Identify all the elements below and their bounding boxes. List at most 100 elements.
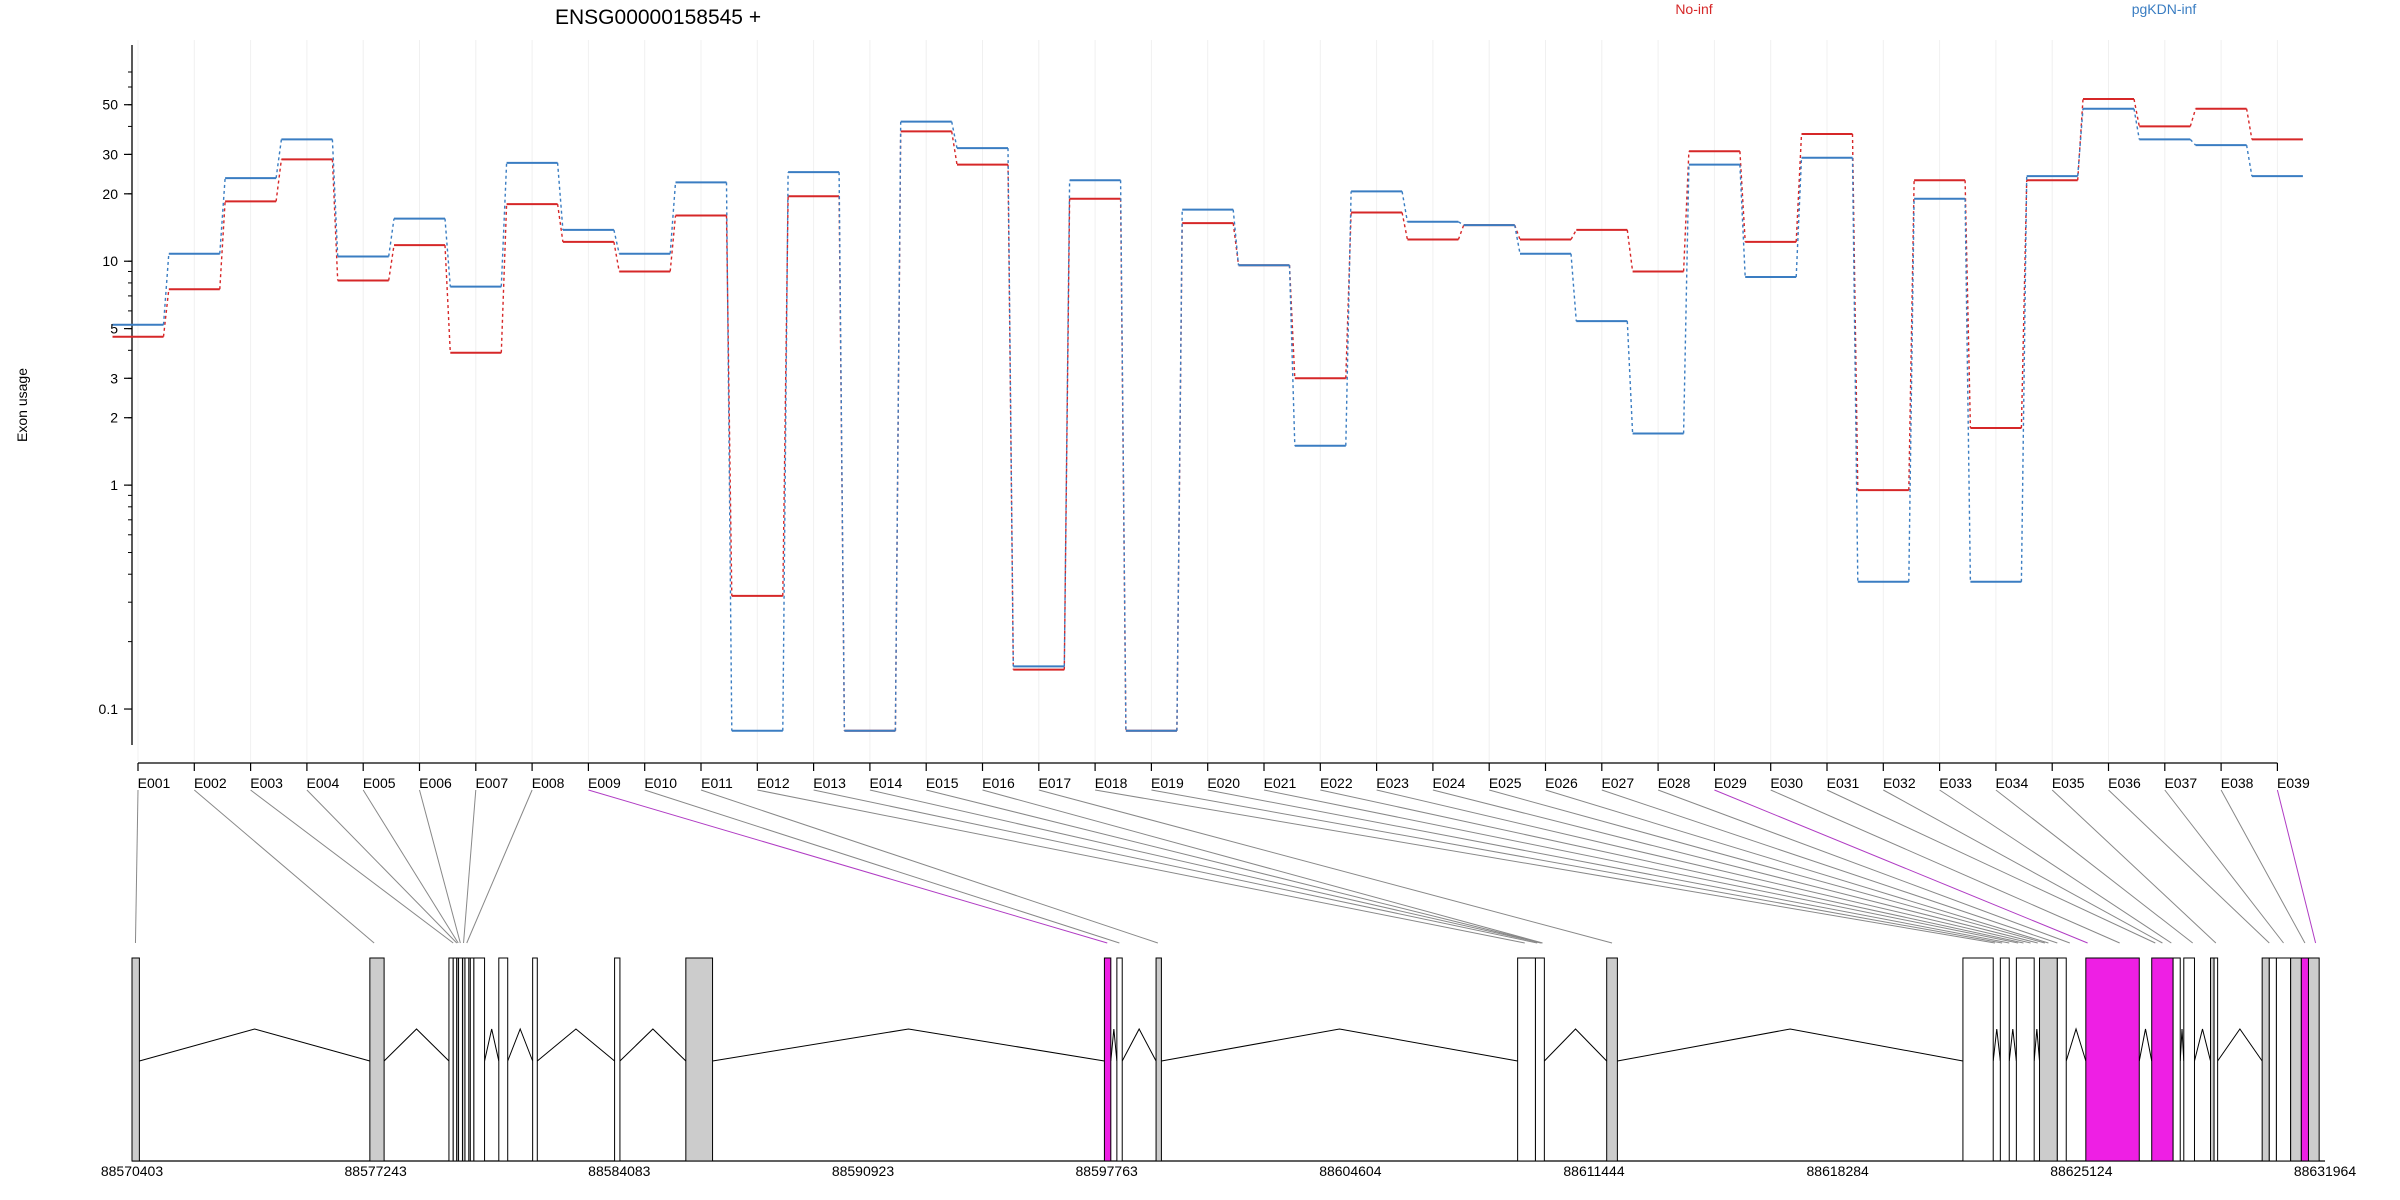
exon-box-2	[369, 957, 385, 1162]
series-pgkdn-inf-connector	[1176, 209, 1183, 731]
connector-E019	[1151, 789, 2003, 944]
x-tick-label-E001: E001	[138, 775, 171, 791]
connector-E036	[2108, 789, 2270, 944]
series-pgkdn-inf-connector	[556, 162, 564, 230]
series-no-inf-connector	[1401, 212, 1409, 240]
gene-model: 88570403 88577243 88584083 88590923 88597763…	[101, 957, 2356, 1179]
intron-line	[2008, 1028, 2017, 1062]
exon-box-30	[2183, 957, 2195, 1162]
connector-E020	[1207, 789, 2010, 944]
exon-box-13	[532, 957, 538, 1162]
connector-E012	[757, 789, 1525, 944]
series-pgkdn-inf-connector	[613, 229, 620, 254]
intron-line	[2217, 1028, 2263, 1062]
connector-E001	[134, 789, 139, 944]
series-no-inf-connector	[1739, 151, 1746, 242]
x-tick-label-E034: E034	[1996, 775, 2029, 791]
series-no-inf-connector	[2189, 108, 2197, 127]
series-pgkdn-inf-connector	[219, 178, 226, 254]
genome-coordinate-88597763: 88597763	[1076, 1163, 1139, 1179]
intron-line	[2193, 1028, 2211, 1062]
x-tick-label-E027: E027	[1601, 775, 1634, 791]
series-no-inf-connector	[894, 131, 902, 731]
x-tick-label-E028: E028	[1658, 775, 1691, 791]
x-tick-label-E029: E029	[1714, 775, 1747, 791]
series-no-inf-connector	[1626, 229, 1634, 272]
genome-coordinate-88625124: 88625124	[2050, 1163, 2113, 1179]
intron-line	[2138, 1028, 2153, 1062]
y-tick-label-50: 50	[102, 97, 118, 113]
connector-E006	[419, 789, 461, 944]
series-pgkdn-inf-connector	[1908, 198, 1915, 582]
x-tick-label-E022: E022	[1320, 775, 1353, 791]
series-lines	[112, 98, 2303, 732]
genome-coordinate-88604604: 88604604	[1319, 1163, 1382, 1179]
series-pgkdn-inf-connector	[1570, 253, 1577, 322]
y-tick-label-2: 2	[110, 410, 118, 426]
exon-connectors	[134, 789, 2317, 944]
series-no-inf-connector	[1682, 151, 1690, 272]
intron-line	[1121, 1027, 1157, 1062]
connector-E038	[2220, 789, 2306, 944]
x-tick-label-E035: E035	[2052, 775, 2085, 791]
exon-box-33	[2261, 957, 2270, 1162]
series-pgkdn-inf-connector	[1682, 164, 1690, 434]
series-pgkdn-inf-connector	[1119, 180, 1127, 731]
exon-box-25	[2039, 957, 2058, 1162]
intron-line	[2033, 1028, 2041, 1062]
series-no-inf-connector	[1457, 224, 1465, 240]
connector-E016	[982, 789, 1543, 944]
series-no-inf-connector	[1851, 133, 1859, 491]
x-tick-label-E020: E020	[1207, 775, 1240, 791]
x-tick-label-E018: E018	[1095, 775, 1128, 791]
x-tick-label-E005: E005	[363, 775, 396, 791]
series-no-inf-connector	[1964, 180, 1972, 428]
genome-coordinate-88590923: 88590923	[832, 1163, 895, 1179]
intron-line	[139, 1028, 370, 1062]
exon-box-19	[1517, 957, 1536, 1162]
connector-E027	[1601, 789, 2058, 944]
connector-E031	[1826, 789, 2156, 944]
exon-box-34	[2268, 957, 2277, 1162]
x-tick-label-E026: E026	[1545, 775, 1578, 791]
connector-E033	[1939, 789, 2172, 944]
x-tick-label-E036: E036	[2108, 775, 2141, 791]
series-pgkdn-inf-connector	[1626, 321, 1634, 434]
intron-line	[383, 1028, 450, 1062]
exon-box-36	[2290, 957, 2302, 1162]
x-tick-label-E016: E016	[982, 775, 1015, 791]
intron-line	[1110, 1028, 1118, 1062]
x-tick-label-E010: E010	[644, 775, 677, 791]
series-no-inf-connector	[556, 203, 564, 242]
x-tick-label-E015: E015	[926, 775, 959, 791]
connector-E026	[1545, 789, 2049, 944]
series-pgkdn-inf-connector	[1345, 191, 1352, 446]
series-no-inf-connector	[162, 289, 170, 337]
series-no-inf-connector	[1795, 133, 1803, 242]
series-pgkdn-inf-connector	[669, 182, 677, 254]
exon-box-38	[2307, 957, 2320, 1162]
exon-box-16	[1103, 957, 1112, 1162]
series-no-inf-connector	[1232, 223, 1240, 266]
series-pgkdn-inf-connector	[2077, 108, 2084, 177]
connector-E014	[869, 789, 1541, 944]
intron-line	[484, 1028, 500, 1062]
intron-line	[2065, 1027, 2087, 1062]
series-no-inf-connector	[2020, 180, 2028, 428]
series-pgkdn-inf-connector	[331, 139, 339, 257]
exon-box-20	[1534, 957, 1545, 1162]
x-tick-label-E008: E008	[532, 775, 565, 791]
exon-box-14	[614, 957, 621, 1162]
series-pgkdn-inf-connector	[1851, 157, 1859, 582]
exon-box-8	[464, 957, 470, 1162]
series-no-inf-connector	[2077, 99, 2084, 181]
connector-E029	[1714, 789, 2088, 944]
series-pgkdn-inf-connector	[1795, 157, 1803, 278]
legend-no-inf: No-inf	[1675, 1, 1712, 17]
connector-E013	[813, 789, 1538, 944]
genome-coordinate-88611444: 88611444	[1563, 1163, 1624, 1179]
connector-E017	[1038, 789, 1613, 944]
intron-line	[1992, 1028, 2001, 1062]
x-tick-label-E025: E025	[1489, 775, 1522, 791]
